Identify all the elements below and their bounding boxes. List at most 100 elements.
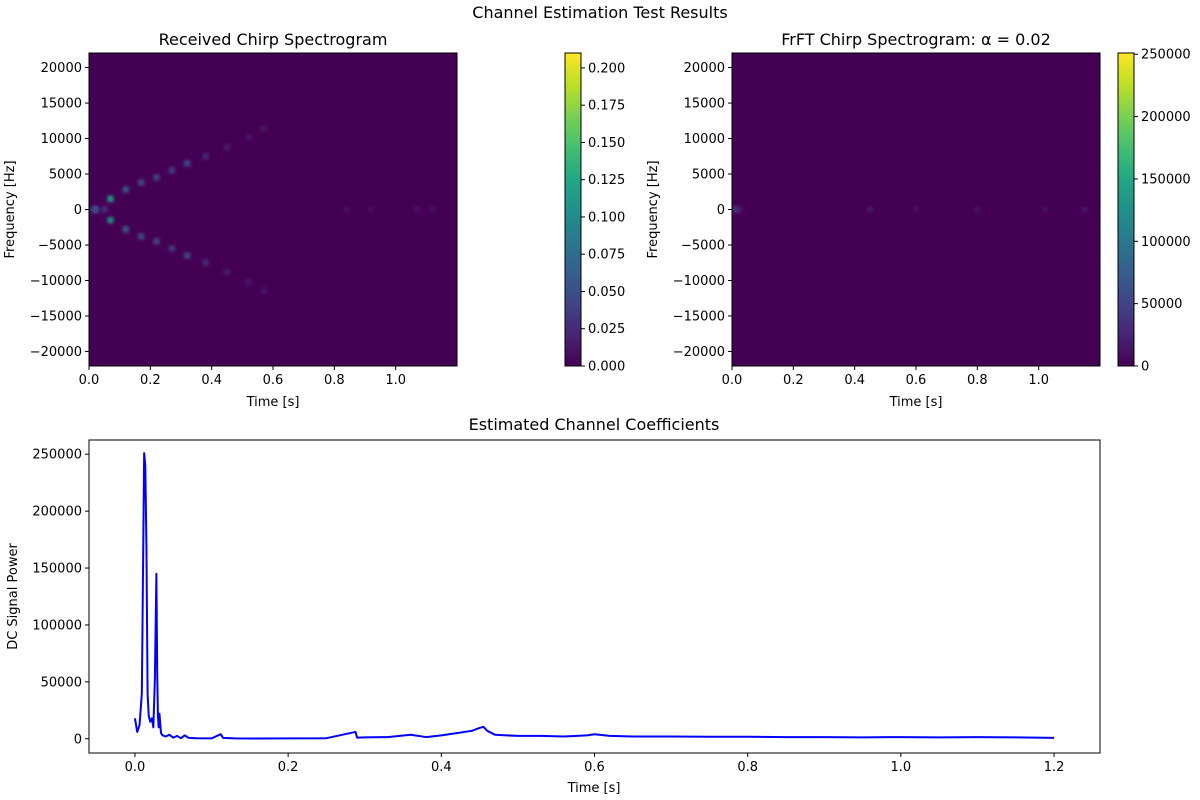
frft-spectrogram-xtick-label: 0.6 <box>906 373 927 388</box>
received-spectrogram-down-chirp-spot <box>202 259 209 266</box>
channel-coefficients-xlabel: Time [s] <box>567 781 621 796</box>
received-spectrogram-colorbar-tick-label: 0.175 <box>588 99 625 114</box>
received-spectrogram-colorbar-tick-label: 0.125 <box>588 173 625 188</box>
channel-coefficients-ytick-label: 100000 <box>32 618 82 633</box>
channel-coefficients-xtick-label: 1.2 <box>1044 760 1065 775</box>
received-spectrogram-up-chirp-spot <box>224 144 230 151</box>
frft-spectrogram-ytick-label: 0 <box>717 203 725 218</box>
received-spectrogram-dc-spot <box>92 206 99 213</box>
received-spectrogram-up-chirp-spot <box>138 179 145 186</box>
received-spectrogram-down-chirp-spot <box>224 268 230 275</box>
channel-coefficients-title: Estimated Channel Coefficients <box>469 415 720 434</box>
frft-spectrogram-dc-spot <box>974 206 981 213</box>
received-spectrogram-xlabel: Time [s] <box>246 395 300 410</box>
received-spectrogram-down-chirp-spot <box>138 233 145 240</box>
received-spectrogram-xtick-label: 0.2 <box>140 373 161 388</box>
received-spectrogram-ytick-label: 5000 <box>49 168 82 183</box>
received-spectrogram-panel: Received Chirp Spectrogram 0.0 0.2 0.4 0.6 0… <box>3 30 625 410</box>
received-spectrogram-colorbar-tick-label: 0.150 <box>588 136 625 151</box>
received-spectrogram-colorbar-gradient <box>564 52 582 367</box>
frft-spectrogram-marks <box>732 206 1088 213</box>
frft-spectrogram-dc-spot <box>913 206 919 213</box>
received-spectrogram-axes: 0.0 0.2 0.4 0.6 0.8 1.0 20000 15000 10000 5000 0 −5… <box>30 61 406 388</box>
frft-spectrogram-colorbar-ticks: 0 50000 100000 150000 200000 250000 <box>1134 48 1191 375</box>
frft-spectrogram-colorbar-gradient <box>1117 52 1135 367</box>
received-spectrogram-colorbar-tick-label: 0.100 <box>588 210 625 225</box>
frft-spectrogram-colorbar-tick-label: 150000 <box>1141 172 1191 187</box>
frft-spectrogram-colorbar-tick-label: 50000 <box>1141 297 1182 312</box>
frft-spectrogram-ytick-label: −10000 <box>673 274 725 289</box>
channel-coefficients-ytick-label: 150000 <box>32 562 82 577</box>
received-spectrogram-down-chirp-spot <box>122 226 129 233</box>
received-spectrogram-ytick-label: −20000 <box>30 345 82 360</box>
received-spectrogram-colorbar-tick-label: 0.050 <box>588 285 625 300</box>
frft-spectrogram-xlabel: Time [s] <box>889 395 943 410</box>
received-spectrogram-up-chirp-spot <box>153 174 160 181</box>
channel-coefficients-ytick-label: 50000 <box>41 675 82 690</box>
received-spectrogram-colorbar-tick-label: 0.200 <box>588 61 625 76</box>
received-spectrogram-xtick-label: 1.0 <box>385 373 406 388</box>
received-spectrogram-up-chirp-spot <box>168 167 175 174</box>
received-spectrogram-colorbar: 0.000 0.025 0.050 0.075 0.100 0.125 0.150 0.175… <box>564 52 625 375</box>
received-spectrogram-down-chirp-spot <box>260 287 267 294</box>
received-spectrogram-title: Received Chirp Spectrogram <box>159 30 388 49</box>
received-spectrogram-colorbar-ticks: 0.000 0.025 0.050 0.075 0.100 0.125 0.150 0.175… <box>581 61 625 375</box>
channel-coefficients-panel: Estimated Channel Coefficients 0.0 0.2 0.4… <box>6 415 1101 796</box>
received-spectrogram-ytick-label: 20000 <box>41 61 82 76</box>
received-spectrogram-ytick-label: 0 <box>74 203 82 218</box>
received-spectrogram-colorbar-tick-label: 0.000 <box>588 360 625 375</box>
received-spectrogram-up-chirp-spot <box>245 134 252 141</box>
received-spectrogram-ytick-label: 15000 <box>41 97 82 112</box>
received-spectrogram-ytick-label: −15000 <box>30 309 82 324</box>
frft-spectrogram-axes: 0.0 0.2 0.4 0.6 0.8 1.0 20000 15000 10000 5000 0 −5… <box>673 61 1049 388</box>
received-spectrogram-ytick-label: −10000 <box>30 274 82 289</box>
frft-spectrogram-dc-spot <box>1041 206 1048 213</box>
channel-coefficients-xtick-label: 0.2 <box>278 760 299 775</box>
channel-coefficients-xtick-label: 0.4 <box>431 760 452 775</box>
channel-coefficients-ytick-label: 200000 <box>32 505 82 520</box>
frft-spectrogram-ytick-label: −20000 <box>673 345 725 360</box>
received-spectrogram-down-chirp-spot <box>168 245 175 252</box>
channel-coefficients-ylabel: DC Signal Power <box>6 543 21 650</box>
frft-spectrogram-dc-spot <box>1081 206 1088 213</box>
received-spectrogram-image <box>89 53 457 366</box>
received-spectrogram-up-chirp-spot <box>202 153 209 160</box>
received-spectrogram-up-chirp-spot <box>260 125 267 132</box>
received-spectrogram-down-chirp-spot <box>153 238 160 245</box>
received-spectrogram-dc-spot <box>414 206 421 213</box>
channel-coefficients-xtick-label: 1.0 <box>891 760 912 775</box>
received-spectrogram-up-chirp-spot <box>107 195 114 202</box>
received-spectrogram-xtick-label: 0.0 <box>79 373 100 388</box>
dc-power-series-line <box>133 452 1055 740</box>
received-spectrogram-ytick-label: 10000 <box>41 132 82 147</box>
received-spectrogram-dc-spot <box>368 206 375 213</box>
channel-coefficients-ytick-label: 0 <box>74 732 82 747</box>
frft-spectrogram-dc-spot <box>732 206 739 213</box>
frft-spectrogram-panel: FrFT Chirp Spectrogram: α = 0.02 0.0 0.2 0… <box>646 30 1191 410</box>
frft-spectrogram-colorbar-tick-label: 250000 <box>1141 48 1191 63</box>
channel-coefficients-xtick-label: 0.8 <box>737 760 758 775</box>
received-spectrogram-xtick-label: 0.4 <box>201 373 222 388</box>
received-spectrogram-ytick-label: −5000 <box>38 238 82 253</box>
received-spectrogram-xtick-label: 0.6 <box>263 373 284 388</box>
channel-coefficients-plot-area <box>89 440 1100 753</box>
received-spectrogram-marks <box>92 125 436 294</box>
channel-coefficients-xtick-label: 0.0 <box>125 760 146 775</box>
received-spectrogram-ylabel: Frequency [Hz] <box>3 160 18 258</box>
frft-spectrogram-xtick-label: 0.8 <box>967 373 988 388</box>
frft-spectrogram-colorbar-tick-label: 100000 <box>1141 235 1191 250</box>
received-spectrogram-down-chirp-spot <box>107 217 114 224</box>
frft-spectrogram-ytick-label: 10000 <box>684 132 725 147</box>
frft-spectrogram-colorbar-tick-label: 0 <box>1141 360 1149 375</box>
frft-spectrogram-ytick-label: 20000 <box>684 61 725 76</box>
channel-coefficients-xtick-label: 0.6 <box>584 760 605 775</box>
frft-spectrogram-xtick-label: 1.0 <box>1028 373 1049 388</box>
frft-spectrogram-ylabel: Frequency [Hz] <box>646 160 661 258</box>
frft-spectrogram-xtick-label: 0.2 <box>783 373 804 388</box>
received-spectrogram-dc-spot <box>343 206 350 213</box>
frft-spectrogram-xtick-label: 0.4 <box>844 373 865 388</box>
frft-spectrogram-colorbar-tick-label: 200000 <box>1141 110 1191 125</box>
received-spectrogram-colorbar-tick-label: 0.075 <box>588 248 625 263</box>
received-spectrogram-colorbar-tick-label: 0.025 <box>588 322 625 337</box>
